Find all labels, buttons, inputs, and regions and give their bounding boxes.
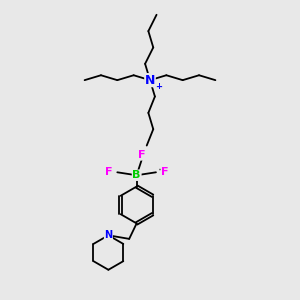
Text: B: B: [132, 170, 141, 180]
Text: N: N: [145, 74, 155, 87]
Text: F: F: [105, 167, 112, 177]
Text: B: B: [132, 170, 141, 180]
Text: F: F: [161, 167, 169, 177]
Text: F: F: [138, 150, 146, 160]
Text: N: N: [104, 230, 112, 240]
Text: +: +: [155, 82, 162, 91]
